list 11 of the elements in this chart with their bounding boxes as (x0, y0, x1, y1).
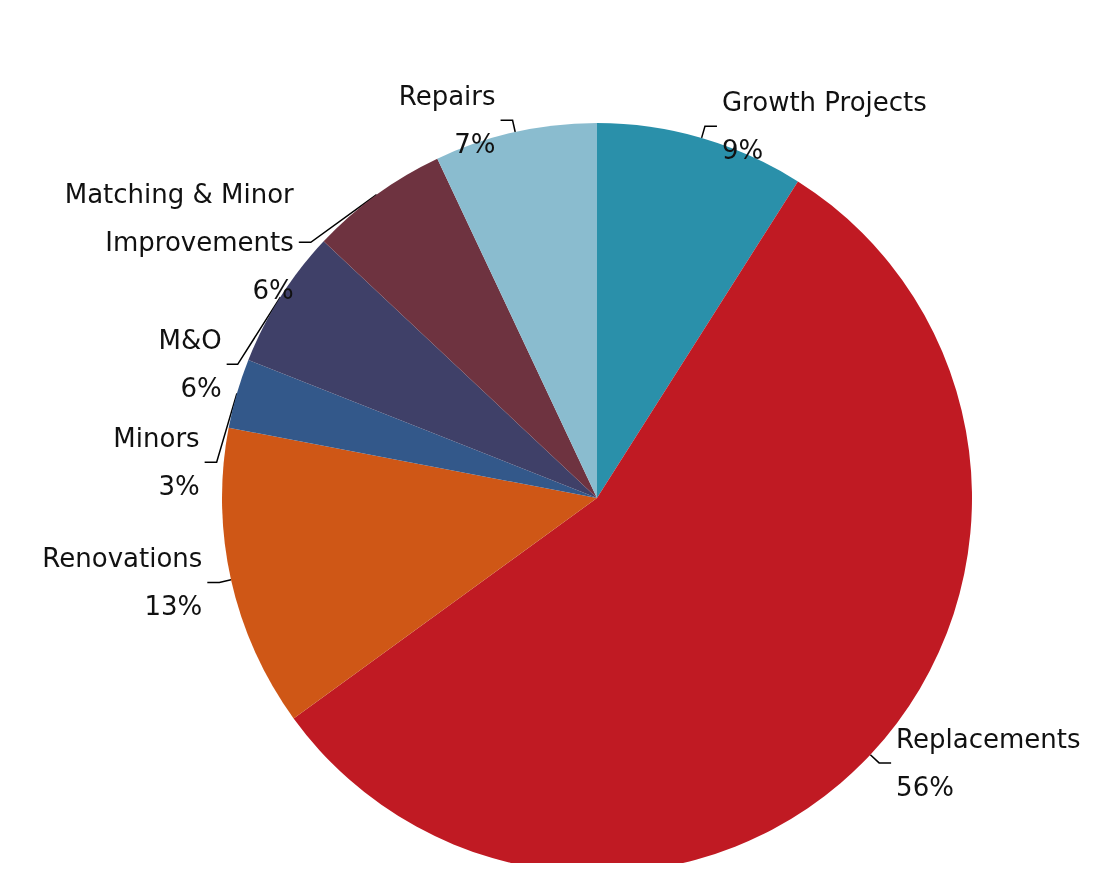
data-label: 13% (144, 591, 203, 622)
slice-label: Growth Projects (721, 87, 927, 118)
data-label: 3% (158, 471, 200, 502)
slice-label: Matching & Minor Improvements (64, 179, 295, 258)
data-label: 6% (180, 373, 222, 404)
slice-label: M&O (158, 325, 222, 356)
data-label: 56% (896, 771, 954, 802)
slice-label: Renovations (42, 543, 203, 574)
slice-label: Replacements (896, 723, 1081, 754)
slice-label: Minors (113, 423, 200, 454)
slice-label: Repairs (398, 81, 496, 112)
